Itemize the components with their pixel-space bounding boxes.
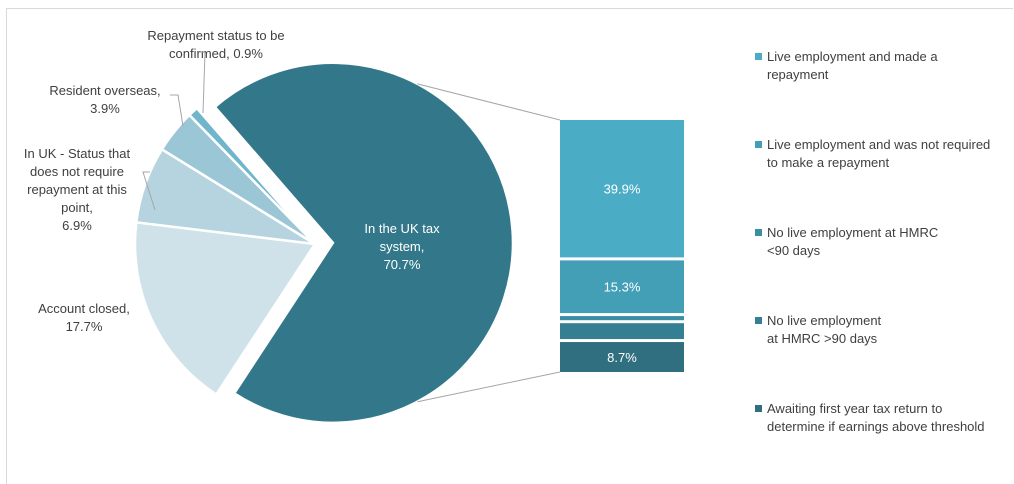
- legend-swatch-2: [755, 229, 762, 236]
- pie-slice-1: [133, 220, 318, 397]
- chart-frame: [6, 8, 1013, 484]
- bar-segment-1: [560, 260, 684, 314]
- leader-line-3: [170, 94, 184, 127]
- bar-segment-3: [560, 323, 684, 340]
- connector-line-bottom: [417, 371, 561, 403]
- pie-slice-4: [187, 106, 316, 245]
- connector-line-top: [417, 83, 561, 121]
- bar-segment-4: [560, 342, 684, 372]
- legend: Live employment and made a repayment Live …: [755, 49, 990, 434]
- legend-swatch-1: [755, 141, 762, 148]
- legend-swatch-0: [755, 53, 762, 60]
- pie-label-1: Account closed, 17.7%: [38, 301, 130, 334]
- legend-entry-2: No live employment at HMRC <90 days: [767, 225, 938, 258]
- bar-segment-label-4: 8.7%: [607, 350, 637, 365]
- legend-swatch-3: [755, 317, 762, 324]
- pie-labels: In the UK tax system, 70.7% Account closed,…: [24, 28, 440, 334]
- bar-segment-label-1: 15.3%: [604, 280, 641, 295]
- leader-line-2: [142, 171, 156, 211]
- pie-label-0: In the UK tax system, 70.7%: [364, 221, 440, 272]
- pie-slice-0: [213, 61, 515, 424]
- pie-label-4: Repayment status to be confirmed, 0.9%: [147, 28, 284, 61]
- bar-segment-2: [560, 316, 684, 321]
- legend-entry-3: No live employment at HMRC >90 days: [767, 313, 882, 346]
- bar-segment-0: [560, 120, 684, 258]
- legend-entry-1: Live employment and was not required to m…: [767, 137, 990, 170]
- pie: [133, 61, 515, 424]
- pie-label-2: In UK - Status that does not require repay…: [24, 146, 131, 233]
- leader-line-4: [200, 51, 206, 114]
- legend-entry-4: Awaiting first year tax return to determi…: [767, 401, 985, 434]
- bar-segment-label-0: 39.9%: [604, 182, 641, 197]
- stacked-bar: 39.9% 15.3% 8.7%: [560, 120, 684, 372]
- connector-lines: [417, 83, 561, 403]
- pie-label-3: Resident overseas, 3.9%: [49, 83, 160, 116]
- legend-swatch-4: [755, 405, 762, 412]
- legend-entry-0: Live employment and made a repayment: [767, 49, 938, 82]
